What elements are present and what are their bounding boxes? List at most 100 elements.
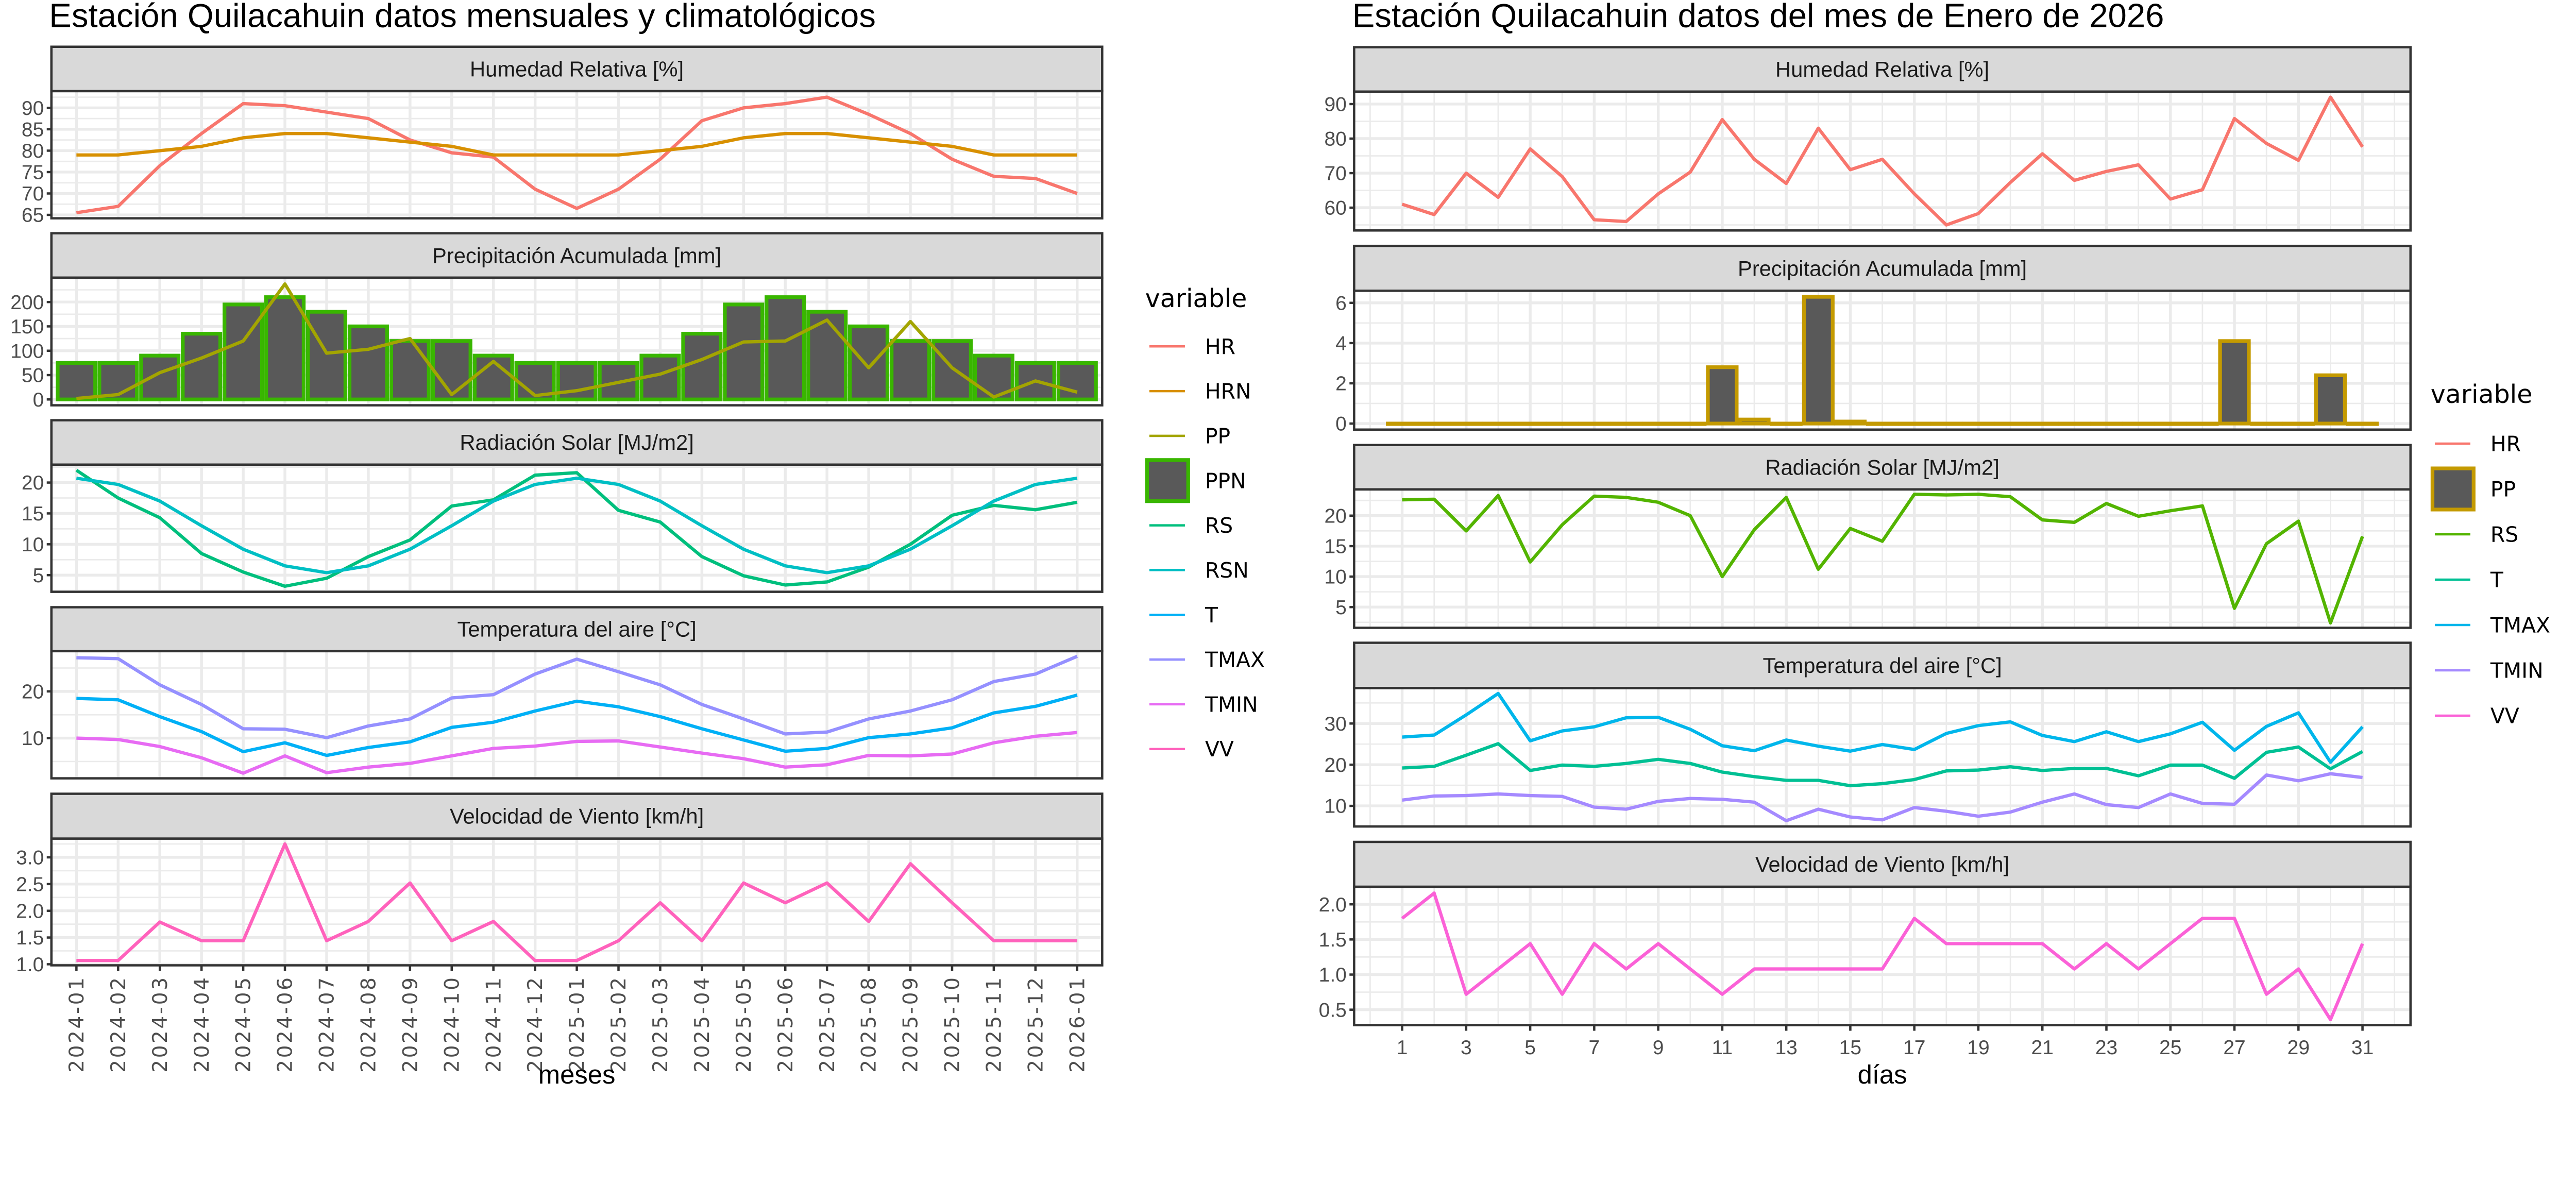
series-line-rs <box>75 468 1078 588</box>
legend-item-tmax: TMAX <box>2434 613 2550 638</box>
x-tick-label: 11 <box>1712 1037 1733 1059</box>
x-tick-label: 2025-08 <box>858 975 881 1072</box>
x-tick-label: 2025-07 <box>816 975 839 1072</box>
x-tick-label: 2024-07 <box>316 975 339 1072</box>
legend-item-hr: HR <box>1149 334 1235 359</box>
chart-title: Estación Quilacahuin datos mensuales y c… <box>49 0 876 35</box>
y-tick-label: 3.0 <box>16 847 44 869</box>
y-tick-label: 2.5 <box>16 873 44 895</box>
panel-border <box>1353 687 2412 828</box>
facet-title: Radiación Solar [MJ/m2] <box>1765 455 1999 479</box>
y-tick-label: 2.0 <box>1319 894 1347 916</box>
x-tick-label: 2024-03 <box>149 975 172 1072</box>
x-tick-label: 2025-03 <box>649 975 672 1072</box>
x-tick-label: 2025-09 <box>900 975 923 1072</box>
facet-title: Precipitación Acumulada [mm] <box>1738 256 2027 280</box>
bar-pp <box>1706 365 1739 426</box>
y-tick-label: 50 <box>22 365 44 387</box>
x-tick-label: 15 <box>1839 1037 1861 1059</box>
x-tick-label: 2024-09 <box>399 975 422 1072</box>
series-line-vv <box>76 842 1077 962</box>
facet-title: Radiación Solar [MJ/m2] <box>460 430 693 454</box>
x-tick-label: 7 <box>1589 1037 1600 1059</box>
x-axis-title: meses <box>538 1060 616 1089</box>
series-line-hr <box>1401 95 2364 227</box>
legend-label: HR <box>1205 334 1235 359</box>
legend-label: T <box>2490 568 2504 593</box>
y-tick-label: 20 <box>22 681 44 703</box>
y-tick-label: 1.5 <box>1319 929 1347 951</box>
legend-label: TMAX <box>2490 613 2550 638</box>
series-line-hrn <box>76 132 1077 157</box>
facet-1: Precipitación Acumulada [mm] 0 2 4 6 <box>1335 244 2412 435</box>
facet-2: Radiación Solar [MJ/m2] 5 10 15 20 <box>1324 444 2412 629</box>
y-tick-label: 10 <box>1324 796 1346 818</box>
facet-4: Velocidad de Viento [km/h] 0.5 1.0 1.5 2.0 <box>1319 840 2412 1026</box>
x-tick-label: 31 <box>2351 1037 2374 1059</box>
y-tick-label: 30 <box>1324 713 1346 735</box>
series-line-t <box>1402 742 2364 788</box>
x-tick-label: 2024-04 <box>191 975 214 1072</box>
legend-label: VV <box>1205 737 1234 762</box>
bar-ppn <box>848 324 890 401</box>
bar-ppn <box>681 332 723 401</box>
facet-0: Humedad Relativa [%] 60 70 80 90 <box>1324 46 2412 232</box>
facet-2: Radiación Solar [MJ/m2] 5 10 15 20 <box>22 419 1104 593</box>
legend-item-tmin: TMIN <box>1149 692 1258 717</box>
y-tick-label: 5 <box>33 565 44 587</box>
x-tick-label: 2024-05 <box>232 975 256 1072</box>
legend-item-pp: PP <box>2430 466 2516 512</box>
x-axis: 2024-01 2024-02 2024-03 2024-04 2024-05 2024-… <box>65 965 1089 1073</box>
x-tick-label: 2024-06 <box>274 975 297 1072</box>
bar-ppn <box>931 339 973 401</box>
bar-ppn <box>389 339 431 401</box>
legend-item-t: T <box>2434 568 2504 593</box>
x-tick-label: 21 <box>2031 1037 2054 1059</box>
x-tick-label: 27 <box>2223 1037 2245 1059</box>
y-tick-label: 20 <box>1324 754 1346 776</box>
x-tick-label: 2024-10 <box>440 975 464 1072</box>
y-tick-label: 5 <box>1335 597 1347 619</box>
y-tick-label: 0 <box>33 389 44 411</box>
x-tick-label: 2026-01 <box>1066 975 1089 1072</box>
y-tick-label: 10 <box>22 534 44 556</box>
facet-strip <box>1353 840 2412 888</box>
x-tick-label: 2025-02 <box>607 975 631 1072</box>
bar-ppn <box>264 295 306 401</box>
facet-strip <box>1353 244 2412 292</box>
y-tick-label: 1.0 <box>16 954 44 976</box>
legend-title: variable <box>1145 284 1247 313</box>
y-tick-label: 85 <box>22 119 44 141</box>
facet-strip <box>1353 641 2412 689</box>
bar-ppn <box>347 324 389 401</box>
series-line-tmax <box>76 654 1078 739</box>
legend-item-vv: VV <box>2434 704 2519 729</box>
x-tick-label: 3 <box>1461 1037 1472 1059</box>
panel-border <box>50 90 1104 219</box>
legend-label: RS <box>1205 513 1233 538</box>
legend-key-box <box>2430 466 2476 512</box>
legend-label: HRN <box>1205 379 1251 404</box>
y-tick-label: 100 <box>10 340 44 362</box>
bar-ppn <box>889 339 931 401</box>
x-tick-label: 2025-12 <box>1024 975 1047 1072</box>
x-tick-label: 2025-10 <box>941 975 964 1072</box>
y-tick-label: 0 <box>1335 413 1347 435</box>
panel-border <box>1353 290 2412 431</box>
legend-label: VV <box>2490 704 2519 729</box>
y-tick-label: 2.0 <box>16 900 44 922</box>
legend-label: TMAX <box>1205 648 1265 672</box>
bar-ppn <box>765 295 806 401</box>
panel-border <box>1353 488 2412 629</box>
x-tick-label: 2024-02 <box>107 975 130 1072</box>
facet-title: Temperatura del aire [°C] <box>1762 653 2002 678</box>
y-tick-label: 1.5 <box>16 927 44 949</box>
bar-ppn <box>1056 361 1098 401</box>
legend-item-hrn: HRN <box>1149 379 1251 404</box>
legend-label: HR <box>2490 432 2521 457</box>
panel-border <box>50 463 1104 593</box>
facet-title: Humedad Relativa [%] <box>1775 57 1989 81</box>
legend-item-rs: RS <box>1149 513 1233 538</box>
